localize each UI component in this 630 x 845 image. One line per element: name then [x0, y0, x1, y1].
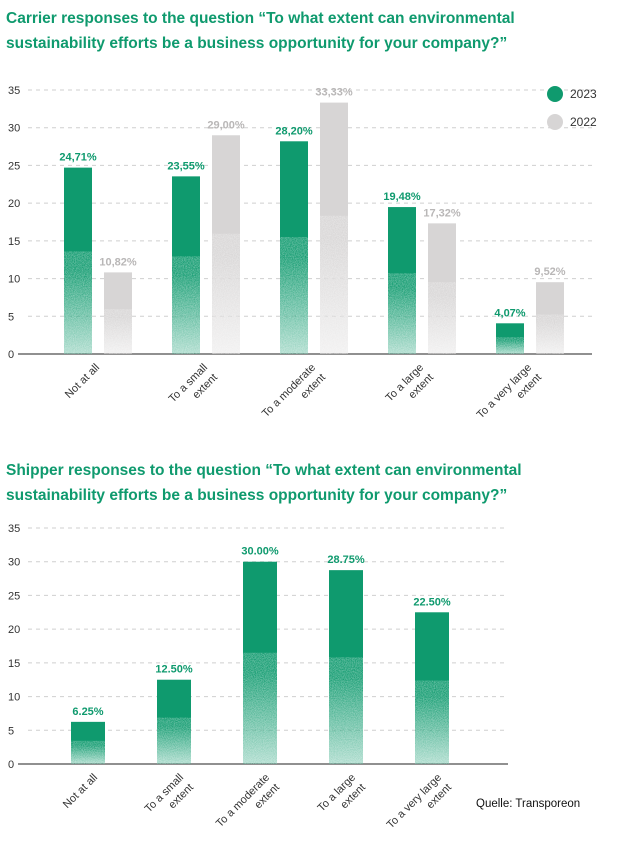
bar-texture [212, 233, 240, 354]
legend: 2023 2022 [547, 86, 597, 130]
carrier-chart-title: Carrier responses to the question “To wh… [6, 10, 515, 52]
y-tick-label: 5 [8, 725, 14, 737]
bar-texture [157, 717, 191, 764]
value-label: 12.50% [155, 664, 193, 676]
value-label: 4,07% [494, 307, 525, 319]
value-label: 30.00% [241, 546, 279, 558]
value-label: 9,52% [534, 266, 565, 278]
bar-texture [64, 251, 92, 354]
y-axis: 0 5 10 15 20 25 30 35 [8, 85, 592, 361]
y-tick-label: 35 [8, 85, 20, 97]
category-label: To a smallextent [167, 362, 220, 415]
legend-swatch-2023 [547, 86, 563, 102]
category-label: To a moderateextent [260, 362, 328, 430]
legend-swatch-2022 [547, 114, 563, 130]
legend-label-2022: 2022 [570, 115, 597, 129]
category-label: To a very largeextent [385, 772, 454, 841]
category-label: To a smallextent [143, 772, 196, 825]
value-label: 29,00% [207, 119, 245, 131]
value-label: 19,48% [383, 191, 421, 203]
category-label: Not at all [63, 362, 102, 401]
bar-texture [428, 282, 456, 354]
y-tick-label: 10 [8, 274, 20, 286]
shipper-chart-title: Shipper responses to the question “To wh… [6, 462, 522, 504]
shipper-responses-chart: 0 5 10 15 20 25 30 35 6.25% Not at all 12.50% To a … [8, 523, 508, 841]
y-tick-label: 30 [8, 123, 20, 135]
category-label: To a very largeextent [475, 362, 544, 431]
bar-texture [104, 309, 132, 354]
value-label: 23,55% [167, 160, 205, 172]
value-label: 22.50% [413, 596, 451, 608]
value-label: 33,33% [315, 87, 353, 99]
bar-texture [280, 237, 308, 354]
bar-texture [388, 273, 416, 354]
y-tick-label: 20 [8, 624, 20, 636]
y-tick-label: 35 [8, 523, 20, 535]
value-label: 28.75% [327, 554, 365, 566]
bar-texture [536, 314, 564, 354]
y-tick-label: 10 [8, 692, 20, 704]
y-tick-label: 25 [8, 590, 20, 602]
value-label: 10,82% [99, 256, 137, 268]
bar-texture [172, 256, 200, 354]
bar-texture [329, 657, 363, 764]
y-tick-label: 15 [8, 658, 20, 670]
carrier-responses-chart: 0 5 10 15 20 25 30 35 24,71% 10,82% Not at all 23,5… [8, 85, 597, 431]
y-tick-label: 5 [8, 311, 14, 323]
category-label: To a moderateextent [214, 772, 282, 840]
value-label: 17,32% [423, 207, 461, 219]
y-tick-label: 0 [8, 759, 14, 771]
y-tick-label: 20 [8, 198, 20, 210]
bar-texture [320, 215, 348, 354]
category-label: Not at all [61, 772, 100, 811]
bar-texture [496, 337, 524, 354]
y-tick-label: 25 [8, 160, 20, 172]
category-label: To a largeextent [315, 772, 368, 825]
source-note: Quelle: Transporeon [476, 798, 581, 810]
y-tick-label: 30 [8, 557, 20, 569]
value-label: 24,71% [59, 152, 97, 164]
legend-label-2023: 2023 [570, 87, 597, 101]
bar-texture [243, 652, 277, 764]
bar-texture [71, 740, 105, 764]
category-label: To a largeextent [383, 362, 436, 415]
value-label: 6.25% [72, 706, 103, 718]
bar-texture [415, 680, 449, 764]
y-tick-label: 15 [8, 236, 20, 248]
y-tick-label: 0 [8, 349, 14, 361]
value-label: 28,20% [275, 125, 313, 137]
